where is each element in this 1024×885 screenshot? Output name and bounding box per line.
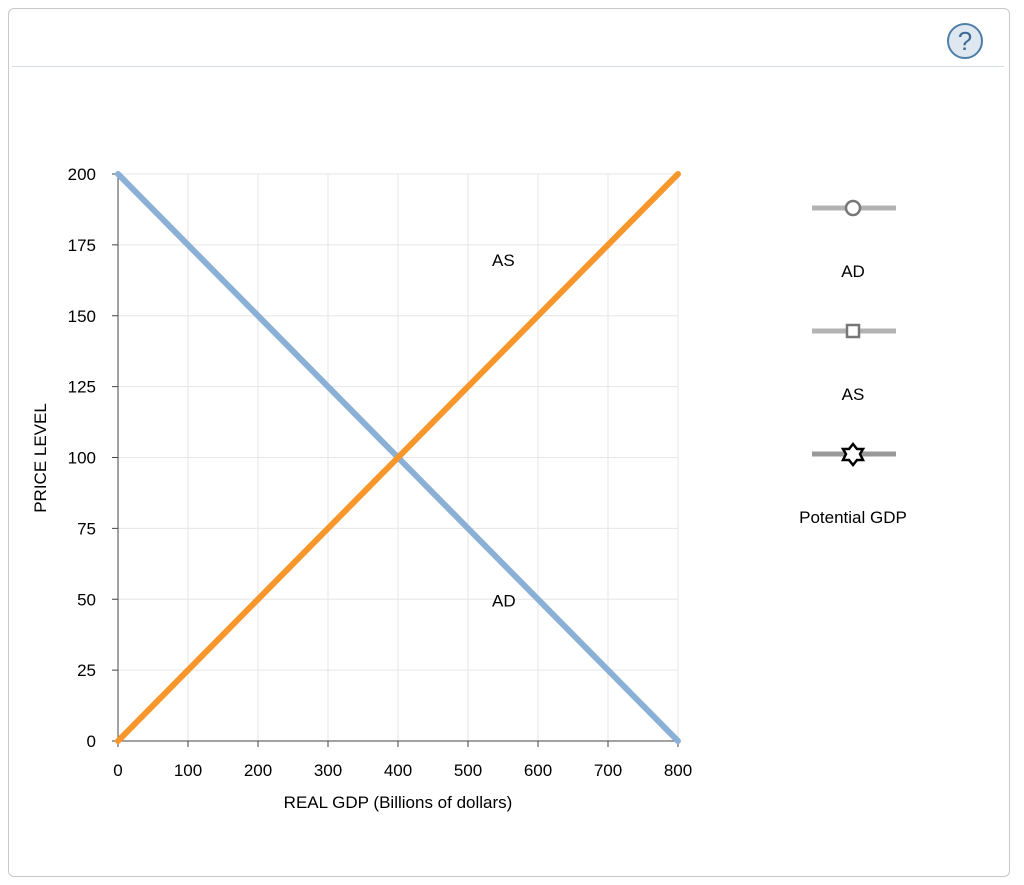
y-axis-label: PRICE LEVEL bbox=[31, 403, 50, 513]
x-tick-label: 700 bbox=[594, 761, 622, 780]
x-tick-label: 400 bbox=[384, 761, 412, 780]
legend-tool-label: AS bbox=[842, 385, 865, 404]
y-tick-label: 50 bbox=[77, 590, 96, 609]
y-tick-label: 25 bbox=[77, 661, 96, 680]
x-tick-label: 200 bbox=[244, 761, 272, 780]
legend-tool-label: AD bbox=[841, 262, 865, 281]
y-tick-label: 100 bbox=[68, 449, 96, 468]
y-tick-label: 200 bbox=[68, 165, 96, 184]
square-marker-icon bbox=[845, 323, 861, 339]
help-button[interactable]: ? bbox=[947, 23, 983, 59]
x-tick-label: 0 bbox=[113, 761, 122, 780]
y-tick-label: 150 bbox=[68, 307, 96, 326]
series-label-as: AS bbox=[492, 251, 515, 270]
header-divider bbox=[12, 66, 1004, 67]
circle-marker-icon bbox=[844, 199, 862, 217]
legend-tool-star[interactable] bbox=[812, 441, 896, 468]
series-label-ad: AD bbox=[492, 591, 516, 610]
y-tick-label: 125 bbox=[68, 378, 96, 397]
y-tick-label: 75 bbox=[77, 519, 96, 538]
y-tick-label: 0 bbox=[87, 732, 96, 751]
y-tick-label: 175 bbox=[68, 236, 96, 255]
chart-panel bbox=[8, 8, 1010, 877]
star-marker-icon bbox=[840, 441, 866, 468]
x-tick-label: 800 bbox=[664, 761, 692, 780]
x-tick-label: 500 bbox=[454, 761, 482, 780]
x-axis-label: REAL GDP (Billions of dollars) bbox=[284, 793, 513, 812]
x-tick-label: 600 bbox=[524, 761, 552, 780]
legend-tool-label: Potential GDP bbox=[799, 508, 907, 527]
x-tick-label: 100 bbox=[174, 761, 202, 780]
legend-tool-circle[interactable] bbox=[812, 199, 896, 217]
series-line-as[interactable] bbox=[115, 171, 681, 744]
x-tick-label: 300 bbox=[314, 761, 342, 780]
legend-tool-square[interactable] bbox=[812, 323, 896, 339]
